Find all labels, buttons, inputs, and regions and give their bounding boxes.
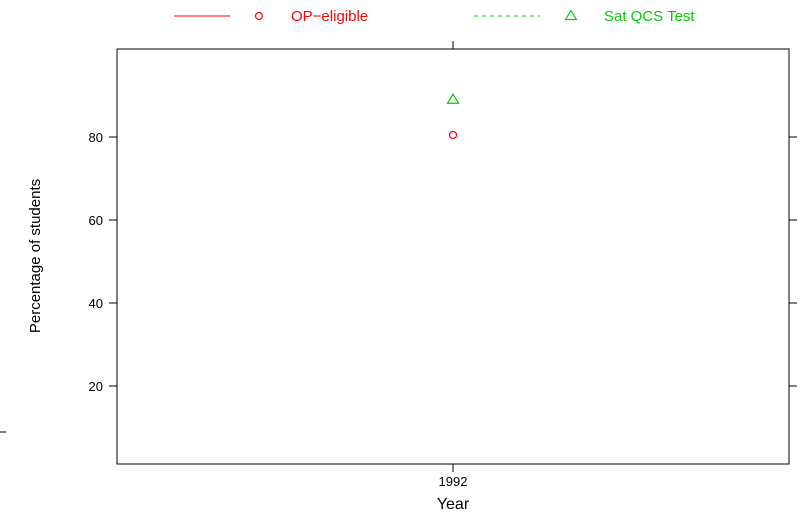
legend-marker [564,9,578,21]
y-axis: 20 40 60 80 [89,130,797,394]
data-point-sat-qcs-test [446,92,460,104]
x-axis-title: Year [437,496,470,513]
data-points [446,92,460,140]
plot-frame [116,48,790,465]
legend: OP−eligible Sat QCS Test [174,8,695,25]
y-tick-label: 80 [89,130,103,145]
legend-marker [254,11,264,21]
y-axis-title: Percentage of students [27,179,44,333]
legend-label: Sat QCS Test [604,8,695,25]
x-axis: 1992 [439,41,468,489]
y-tick-label: 60 [89,213,103,228]
data-point-op-eligible [448,130,458,140]
legend-label: OP−eligible [291,8,368,25]
x-tick-label: 1992 [439,474,468,489]
y-tick-label: 20 [89,379,103,394]
y-tick-label: 40 [89,296,103,311]
